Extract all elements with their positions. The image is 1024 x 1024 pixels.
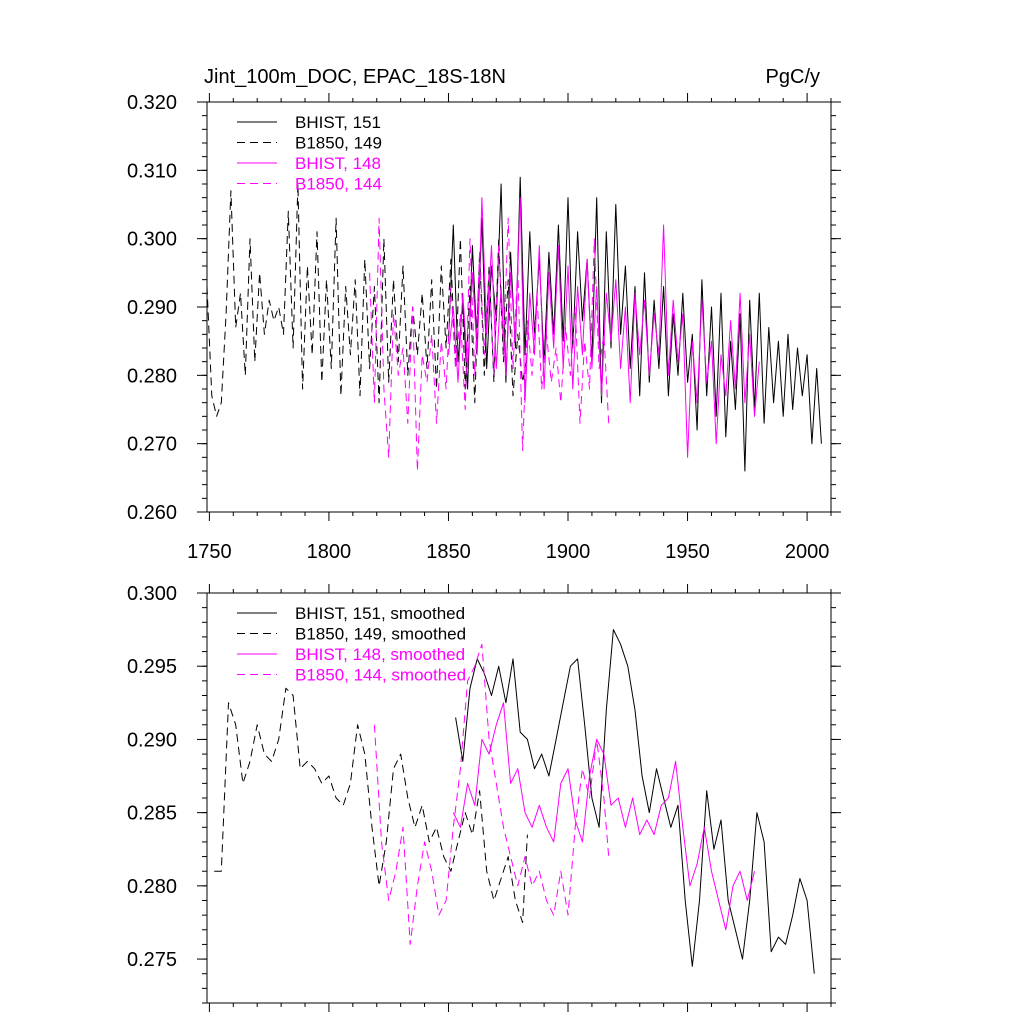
x-tick-label: 1850	[426, 541, 471, 563]
series-line-1-1	[448, 176, 822, 472]
series-line-2-2	[214, 687, 528, 923]
y-tick-label: 0.320	[127, 92, 177, 114]
y-tick-label: 0.260	[127, 502, 177, 524]
legend: BHIST, 151, smoothed B1850, 149, smoothed…	[237, 604, 466, 685]
y-tick-label: 0.270	[127, 434, 177, 456]
y-tick-label: 0.285	[127, 803, 177, 825]
series-line-2-1	[455, 629, 815, 974]
y-tick-label: 0.290	[127, 729, 177, 751]
legend-label: BHIST, 148, smoothed	[295, 645, 465, 664]
legend-label: BHIST, 151	[295, 113, 381, 132]
y-tick-label: 0.300	[127, 583, 177, 605]
chart-title: Jint_100m_DOC, EPAC_18S-18N	[204, 66, 506, 88]
legend-label: BHIST, 148	[295, 154, 381, 173]
legend-label: B1850, 149	[295, 134, 382, 153]
x-tick-label: 1750	[187, 541, 232, 563]
legend-label: B1850, 144	[295, 175, 382, 194]
y-tick-label: 0.290	[127, 297, 177, 319]
legend-label: B1850, 149, smoothed	[295, 625, 466, 644]
series-line-2-4	[373, 643, 610, 945]
chart-panel-2: 0.275 0.280 0.285 0.290 0.295 0.300 BHIST, 151…	[127, 583, 841, 1012]
series-line-1-2	[207, 183, 528, 417]
x-tick-label: 2000	[785, 541, 830, 563]
series-line-2-3	[452, 702, 755, 931]
x-tick-label: 1800	[307, 541, 352, 563]
y-tick-label: 0.280	[127, 365, 177, 387]
series-line-1-3	[448, 197, 760, 458]
legend-label: BHIST, 151, smoothed	[295, 604, 465, 623]
legend-label: B1850, 144, smoothed	[295, 666, 466, 685]
y-tick-label: 0.300	[127, 229, 177, 251]
series-line-1-4	[369, 217, 610, 472]
y-tick-label: 0.310	[127, 160, 177, 182]
chart-units: PgC/y	[766, 66, 820, 88]
x-tick-label: 1950	[665, 541, 710, 563]
x-tick-label: 1900	[546, 541, 591, 563]
y-tick-label: 0.280	[127, 876, 177, 898]
y-tick-label: 0.275	[127, 949, 177, 971]
chart-panel-1: 1750 1800 1850 1900 1950 2000 0.260 0.270 0.280 0…	[127, 66, 841, 563]
y-tick-label: 0.295	[127, 656, 177, 678]
